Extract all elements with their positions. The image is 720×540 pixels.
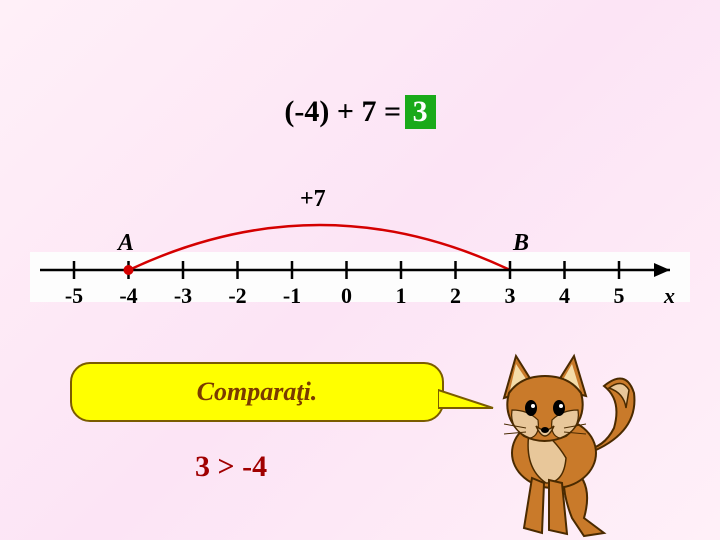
tick-label: -3 <box>174 283 192 309</box>
tick-label: 0 <box>341 283 352 309</box>
number-line-svg <box>0 0 720 320</box>
tick-label: 4 <box>559 283 570 309</box>
fox-illustration <box>454 338 644 538</box>
tick-label: -2 <box>228 283 246 309</box>
axis-variable: x <box>664 283 675 309</box>
tick-label: 2 <box>450 283 461 309</box>
tick-label: 5 <box>614 283 625 309</box>
tick-label: 3 <box>505 283 516 309</box>
tick-label: 1 <box>396 283 407 309</box>
tick-label: -1 <box>283 283 301 309</box>
tick-label: -4 <box>119 283 137 309</box>
speech-bubble: Comparaţi. <box>70 362 444 422</box>
comparison-text: 3 > -4 <box>195 450 267 484</box>
tick-label: -5 <box>65 283 83 309</box>
speech-bubble-text: Comparaţi. <box>197 377 318 407</box>
